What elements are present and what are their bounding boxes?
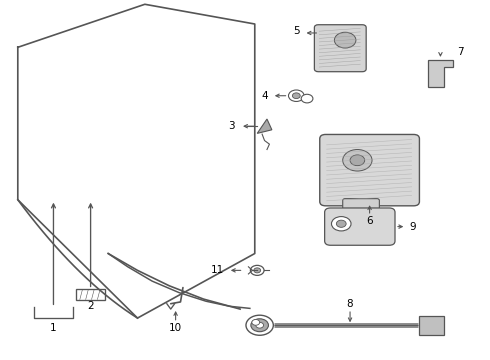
Circle shape bbox=[252, 319, 260, 325]
FancyBboxPatch shape bbox=[320, 134, 419, 206]
Text: 7: 7 bbox=[458, 46, 464, 57]
Circle shape bbox=[334, 32, 356, 48]
Circle shape bbox=[250, 265, 264, 275]
Circle shape bbox=[251, 319, 269, 332]
Circle shape bbox=[301, 94, 313, 103]
Circle shape bbox=[336, 220, 346, 227]
Circle shape bbox=[254, 268, 261, 273]
FancyBboxPatch shape bbox=[343, 199, 379, 216]
FancyBboxPatch shape bbox=[315, 25, 366, 72]
Circle shape bbox=[331, 217, 351, 231]
Text: 6: 6 bbox=[367, 216, 373, 226]
FancyBboxPatch shape bbox=[419, 316, 444, 335]
Circle shape bbox=[256, 322, 264, 328]
Text: 10: 10 bbox=[169, 323, 182, 333]
Circle shape bbox=[289, 90, 304, 102]
Polygon shape bbox=[428, 60, 453, 87]
Text: 11: 11 bbox=[211, 265, 224, 275]
Polygon shape bbox=[257, 119, 272, 134]
Circle shape bbox=[246, 315, 273, 335]
Text: 4: 4 bbox=[261, 91, 268, 101]
Bar bbox=[76, 289, 105, 300]
Circle shape bbox=[343, 149, 372, 171]
Text: 8: 8 bbox=[347, 299, 353, 309]
Text: 9: 9 bbox=[410, 222, 416, 231]
FancyBboxPatch shape bbox=[325, 208, 395, 245]
Text: 3: 3 bbox=[229, 121, 235, 131]
Circle shape bbox=[350, 155, 365, 166]
Text: 5: 5 bbox=[293, 26, 300, 36]
Circle shape bbox=[293, 93, 300, 99]
Text: 2: 2 bbox=[87, 301, 94, 311]
Text: 1: 1 bbox=[50, 323, 57, 333]
